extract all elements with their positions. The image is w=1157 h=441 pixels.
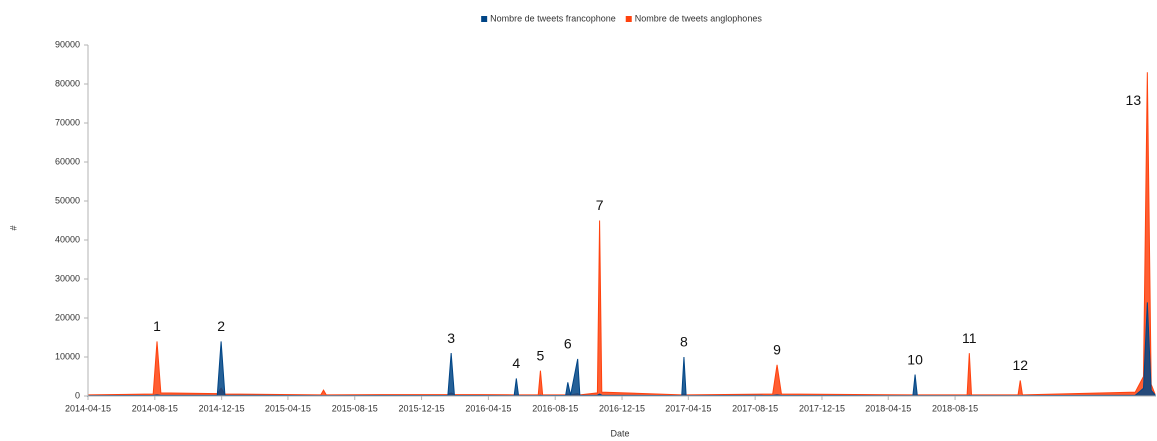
x-tick-label: 2016-08-15: [532, 403, 578, 413]
y-tick-label: 90000: [55, 39, 80, 49]
x-tick-label: 2015-12-15: [399, 403, 445, 413]
x-tick-label: 2014-08-15: [132, 403, 178, 413]
area: [87, 302, 1156, 397]
annotation: 3: [447, 330, 455, 346]
annotation: 9: [773, 342, 781, 358]
x-axis-label: Date: [610, 428, 629, 438]
annotation: 12: [1012, 357, 1028, 373]
annotation: 11: [962, 330, 977, 346]
legend-swatch: [625, 16, 632, 22]
annotation: 8: [680, 334, 688, 350]
x-tick-label: 2017-08-15: [732, 403, 778, 413]
x-tick-label: 2015-04-15: [265, 403, 311, 413]
y-tick-label: 60000: [55, 156, 80, 166]
annotation: 1: [153, 318, 161, 334]
y-tick-label: 50000: [55, 195, 80, 205]
y-tick-label: 80000: [55, 78, 80, 88]
annotation: 10: [907, 351, 923, 367]
annotation: 5: [537, 347, 545, 363]
legend-swatch: [481, 16, 488, 22]
annotation: 6: [564, 336, 572, 352]
y-axis-label: #: [8, 225, 18, 230]
x-tick-label: 2016-04-15: [465, 403, 511, 413]
annotation: 7: [596, 197, 604, 213]
y-tick-label: 0: [75, 390, 80, 400]
x-tick-label: 2015-08-15: [332, 403, 378, 413]
x-tick-label: 2018-04-15: [865, 403, 911, 413]
annotation: 13: [1126, 92, 1142, 108]
legend-label: Nombre de tweets francophone: [490, 13, 616, 23]
x-tick-label: 2014-04-15: [65, 403, 111, 413]
x-tick-label: 2017-12-15: [799, 403, 845, 413]
x-tick-label: 2016-12-15: [599, 403, 645, 413]
annotation: 2: [217, 318, 225, 334]
x-tick-label: 2014-12-15: [199, 403, 245, 413]
y-tick-label: 40000: [55, 234, 80, 244]
y-tick-label: 70000: [55, 117, 80, 127]
area: [87, 72, 1156, 397]
annotation: 4: [512, 355, 520, 371]
x-tick-label: 2018-08-15: [932, 403, 978, 413]
y-tick-label: 30000: [55, 273, 80, 283]
y-tick-label: 20000: [55, 312, 80, 322]
x-tick-label: 2017-04-15: [665, 403, 711, 413]
legend: Nombre de tweets francophone Nombre de tw…: [481, 13, 762, 23]
y-tick-label: 10000: [55, 351, 80, 361]
legend-label: Nombre de tweets anglophones: [635, 13, 763, 23]
